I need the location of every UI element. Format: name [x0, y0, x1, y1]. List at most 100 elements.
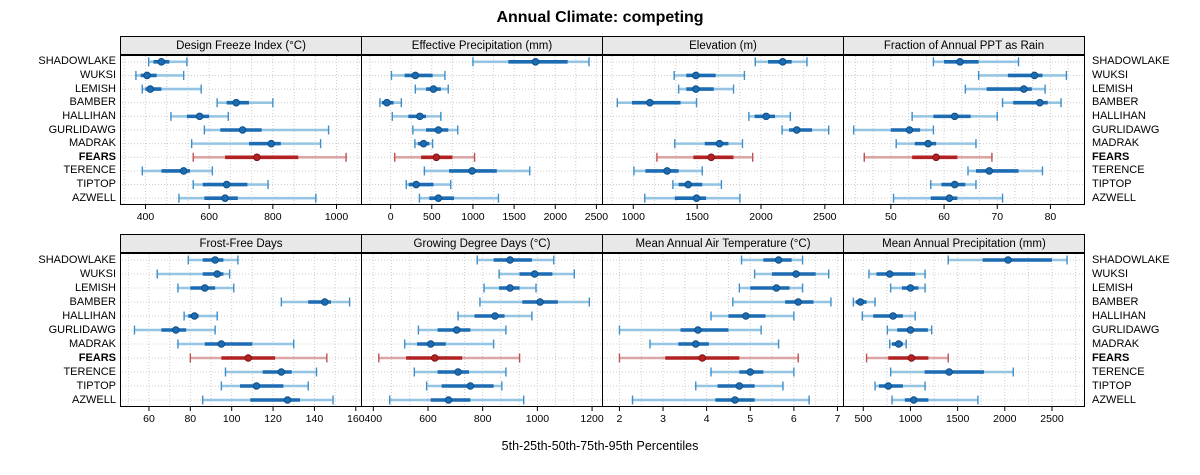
- axis-tick-label: 2500: [813, 211, 837, 223]
- site-label-azwell: AZWELL: [71, 393, 116, 406]
- site-label-bamber: BAMBER: [1092, 96, 1139, 109]
- median-dot: [692, 85, 700, 93]
- site-label-gurlidawg: GURLIDAWG: [1092, 123, 1160, 136]
- interval-gurlidawg: [133, 325, 216, 335]
- median-dot: [222, 180, 231, 189]
- panel-svg: Growing Degree Days (°C) 400 600 800 1000 120…: [361, 234, 604, 425]
- site-label-wuksi: WUKSI: [1092, 68, 1129, 81]
- axis-tick-label: 2000: [544, 211, 568, 223]
- axis-tick-label: 2500: [1040, 413, 1064, 425]
- site-label-tiptop: TIPTOP: [76, 379, 116, 392]
- median-dot: [894, 340, 903, 348]
- axis-tick-label: 160: [347, 413, 365, 425]
- site-label-shadowlake: SHADOWLAKE: [1092, 55, 1170, 68]
- interval-lemish: [964, 84, 1046, 94]
- site-label-fears: FEARS: [78, 351, 116, 364]
- interval-bamber: [280, 297, 351, 307]
- median-dot: [950, 180, 959, 189]
- median-dot: [684, 180, 693, 189]
- median-dot: [416, 112, 424, 121]
- median-dot: [694, 326, 702, 334]
- axis-tick-label: 80: [1045, 211, 1057, 223]
- site-label-tiptop: TIPTOP: [76, 178, 116, 191]
- median-dot: [491, 312, 499, 320]
- axis-tick-label: 0: [388, 211, 394, 223]
- interval-gurlidawg: [417, 325, 507, 335]
- median-dot: [945, 368, 953, 376]
- interval-madrak: [649, 339, 780, 349]
- median-dot: [856, 298, 865, 306]
- axis-tick-label: 140: [306, 413, 324, 425]
- interval-madrak: [895, 139, 977, 149]
- axis-tick-label: 7: [835, 413, 841, 425]
- interval-azwell: [202, 395, 334, 405]
- site-label-azwell: AZWELL: [71, 191, 116, 204]
- median-dot: [1020, 85, 1028, 93]
- trellis-row-1: SHADOWLAKE WUKSI LEMISH BAMBER HALLIHAN GURLI…: [0, 36, 1200, 225]
- panel-title: Mean Annual Air Temperature (°C): [635, 238, 810, 250]
- median-dot: [454, 368, 462, 376]
- median-dot: [794, 298, 803, 306]
- axis-tick-label: 60: [938, 211, 950, 223]
- median-dot: [746, 368, 755, 376]
- panel-svg: Effective Precipitation (mm) 0 500 1000 1500…: [361, 36, 608, 223]
- interval-bamber: [1001, 98, 1062, 108]
- panel-title: Effective Precipitation (mm): [412, 40, 553, 52]
- interval-hallihan: [391, 111, 442, 121]
- panel-title: Elevation (m): [689, 40, 757, 52]
- interval-terence: [710, 367, 795, 377]
- axis-tick-label: 120: [264, 413, 282, 425]
- median-dot: [253, 153, 261, 162]
- median-dot: [157, 58, 166, 66]
- site-label-terence: TERENCE: [63, 365, 116, 378]
- site-label-terence: TERENCE: [1092, 365, 1145, 378]
- percentiles-caption: 5th-25th-50th-75th-95th Percentiles: [501, 439, 699, 453]
- median-dot: [383, 98, 391, 107]
- interval-tiptop: [695, 381, 784, 391]
- axis-tick-label: 1000: [899, 413, 923, 425]
- site-labels-left-row1: SHADOWLAKE WUKSI LEMISH BAMBER HALLIHAN GURLI…: [0, 36, 120, 225]
- median-dot: [646, 98, 654, 107]
- site-label-gurlidawg: GURLIDAWG: [1092, 323, 1160, 336]
- interval-madrak: [674, 139, 744, 149]
- median-dot: [244, 354, 253, 362]
- site-label-azwell: AZWELL: [1092, 191, 1137, 204]
- median-dot: [431, 354, 439, 362]
- axis-tick-label: 1200: [580, 413, 604, 425]
- panel-mean-annual-precipitation-mm: Mean Annual Precipitation (mm) 500 1000 150…: [843, 234, 1085, 427]
- interval-wuksi: [135, 70, 185, 80]
- interval-lemish: [738, 283, 804, 293]
- interval-wuksi: [498, 269, 575, 279]
- interval-wuksi: [673, 70, 746, 80]
- interval-fears: [192, 152, 347, 162]
- panel-fraction-of-annual-ppt-as-rain: Fraction of Annual PPT as Rain 50 60 70 80: [843, 36, 1085, 225]
- interval-gurlidawg: [203, 125, 330, 135]
- interval-wuksi: [156, 269, 231, 279]
- interval-shadowlake: [932, 57, 1020, 67]
- interval-tiptop: [425, 381, 503, 391]
- median-dot: [924, 139, 932, 148]
- interval-hallihan: [170, 111, 229, 121]
- axis-tick-label: 400: [365, 413, 383, 425]
- axis-tick-label: 2000: [749, 211, 773, 223]
- axis-tick-label: 50: [885, 211, 897, 223]
- interval-madrak: [889, 339, 907, 349]
- site-label-bamber: BAMBER: [1092, 295, 1139, 308]
- site-label-tiptop: TIPTOP: [1092, 178, 1132, 191]
- site-label-fears: FEARS: [1092, 351, 1130, 364]
- interval-terence: [141, 166, 214, 176]
- axis-tick-label: 5: [747, 413, 753, 425]
- interval-hallihan: [710, 311, 795, 321]
- median-dot: [211, 256, 219, 264]
- median-dot: [692, 71, 700, 80]
- axis-tick-label: 80: [184, 413, 196, 425]
- interval-shadowlake: [740, 255, 804, 265]
- interval-lemish: [177, 283, 235, 293]
- median-dot: [190, 312, 199, 320]
- panels-row2: Frost-Free Days 60 80 100 120 140 160 Growing D…: [120, 234, 1085, 427]
- trellis-row-2: SHADOWLAKE WUKSI LEMISH BAMBER HALLIHAN GURLI…: [0, 234, 1200, 427]
- interval-shadowlake: [187, 255, 239, 265]
- panel-elevation-m: Elevation (m) 1000 1500 2000 2500: [602, 36, 844, 225]
- site-label-terence: TERENCE: [1092, 164, 1145, 177]
- median-dot: [906, 284, 915, 292]
